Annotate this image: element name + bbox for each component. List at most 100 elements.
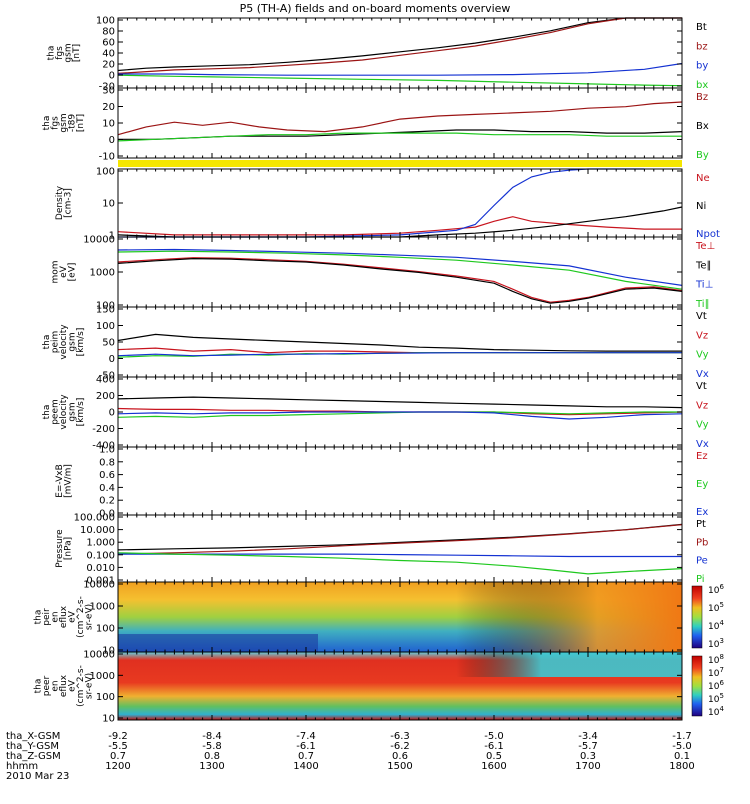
legend-by: by: [696, 61, 708, 72]
ylabel-line: eV: [68, 610, 78, 623]
panel-7: E=-VxB[mV/m] Ez Ey Ex 1.00.8 0.6 0.4 0.2 0.0: [55, 445, 709, 520]
series-Bt: [117, 17, 682, 72]
ytick-label: 10: [102, 119, 115, 130]
xaxis-value: 0.1: [674, 751, 690, 762]
colorbar-exponent: 5: [719, 692, 723, 700]
ylabel-line: peim: [51, 331, 61, 354]
ylabel-line: sr-eV): [85, 604, 95, 630]
ytick-label: 0.001: [86, 576, 115, 587]
series-Vt: [117, 333, 682, 352]
ylabel-line: [cm-3]: [63, 188, 73, 218]
xaxis-value: -7.4: [296, 731, 316, 742]
ytick-label: 1: [109, 231, 115, 242]
xaxis-value: -5.0: [484, 731, 504, 742]
ylabel-line: [mV/m]: [63, 464, 73, 498]
series-Vt: [117, 396, 683, 409]
panel-frame: [117, 17, 683, 89]
legend-Pi: Pi: [696, 574, 705, 585]
ytick-label: 100: [96, 321, 115, 332]
ytick-label: 0: [109, 408, 115, 419]
legend-bz: bz: [696, 41, 708, 52]
series-Bz: [117, 101, 683, 136]
ylabel-line: en: [51, 611, 61, 622]
xaxis-value: -8.4: [202, 731, 222, 742]
xaxis-value: 1700: [575, 761, 600, 772]
series-Pe: [118, 553, 682, 558]
colorbar-exponent: 3: [719, 637, 723, 645]
ytick-label: 0: [109, 354, 115, 365]
ylabel-line: [km/s]: [76, 328, 86, 357]
ytick-label: 0: [109, 135, 115, 146]
ytick-label: 100.000: [74, 513, 115, 524]
ytick-label: 40: [102, 49, 115, 60]
xaxis-value: 1500: [387, 761, 412, 772]
series-Npot: [118, 168, 645, 238]
series-Vy: [117, 411, 682, 418]
ytick-label: 0.4: [99, 483, 115, 494]
ytick-label: 1000: [90, 268, 115, 279]
colorbar-exponent: 4: [719, 705, 724, 713]
legend-Vt: Vt: [696, 381, 707, 392]
colorbar-tick: 104: [708, 705, 724, 718]
xaxis-value: 1300: [199, 761, 224, 772]
ytick-label: -20: [99, 82, 115, 93]
ytick-label: 60: [102, 38, 115, 49]
ylabel-line: peer: [42, 675, 52, 696]
ytick-label: 10.000: [80, 525, 115, 536]
ytick-label: 0.100: [86, 550, 115, 561]
legend-Vx: Vx: [696, 369, 709, 380]
xaxis-value: -1.7: [672, 731, 692, 742]
xaxis-value: -5.0: [672, 741, 692, 752]
series-Vz: [117, 347, 682, 354]
ylabel-line: en: [51, 680, 61, 691]
ylabel-line: [nT]: [72, 44, 82, 62]
legend-Ne: Ne: [696, 173, 710, 184]
ytick-label: 1.000: [86, 538, 115, 549]
ytick-label: 20: [102, 60, 115, 71]
ylabel-line: Pressure: [55, 529, 65, 568]
ytick-label: 400: [96, 375, 115, 386]
xaxis-value: 1200: [105, 761, 130, 772]
panel-frame: [117, 446, 683, 516]
legend-Ti⊥: Ti⊥: [695, 280, 713, 291]
legend-Pe: Pe: [696, 556, 708, 567]
ylabel-line: Density: [55, 185, 65, 220]
ylabel-line: eflux: [59, 674, 69, 697]
ylabel-line: eV: [68, 679, 78, 692]
ytick-label: -10: [99, 152, 115, 163]
legend-Bz: Bz: [696, 92, 708, 103]
ylabel-line: velocity: [59, 394, 69, 430]
xaxis-value: -6.3: [390, 731, 410, 742]
legend-Bx: Bx: [696, 121, 709, 132]
legend-Vz: Vz: [696, 400, 708, 411]
ylabel-line: fgs: [51, 116, 61, 130]
date-label: 2010 Mar 23: [6, 771, 69, 782]
legend-Ex: Ex: [696, 507, 708, 518]
ylabel-line: fgs: [55, 46, 65, 60]
xaxis-row-label: tha_Z-GSM: [6, 751, 61, 762]
ylabel-line: tha: [42, 335, 52, 350]
legend-Pb: Pb: [696, 537, 708, 548]
legend-Vy: Vy: [696, 350, 709, 361]
colorbar-exponent: 4: [719, 619, 724, 627]
ylabel-line: peir: [42, 608, 52, 626]
ytick-label: 50: [102, 338, 115, 349]
colorbar-tick: 104: [708, 619, 724, 632]
colorbar: [691, 585, 703, 649]
legend-By: By: [696, 150, 709, 161]
series-Pb: [117, 524, 683, 555]
ylabel-line: eV: [59, 265, 69, 278]
ylabel-line: tha: [46, 46, 56, 61]
series-Ti⊥: [117, 248, 683, 286]
legend-bx: bx: [696, 80, 708, 91]
ytick-label: 0: [109, 71, 115, 82]
panel-10: thapeerenefluxeV(cm^2-s-sr-eV)1081071061…: [34, 650, 725, 725]
legend-Npot: Npot: [696, 229, 720, 240]
colorbar-exponent: 6: [719, 583, 724, 591]
legend-Vy: Vy: [696, 420, 709, 431]
colorbar-tick: 106: [708, 583, 724, 596]
ylabel-line: mom: [51, 260, 61, 283]
panel-frame: [117, 87, 683, 159]
